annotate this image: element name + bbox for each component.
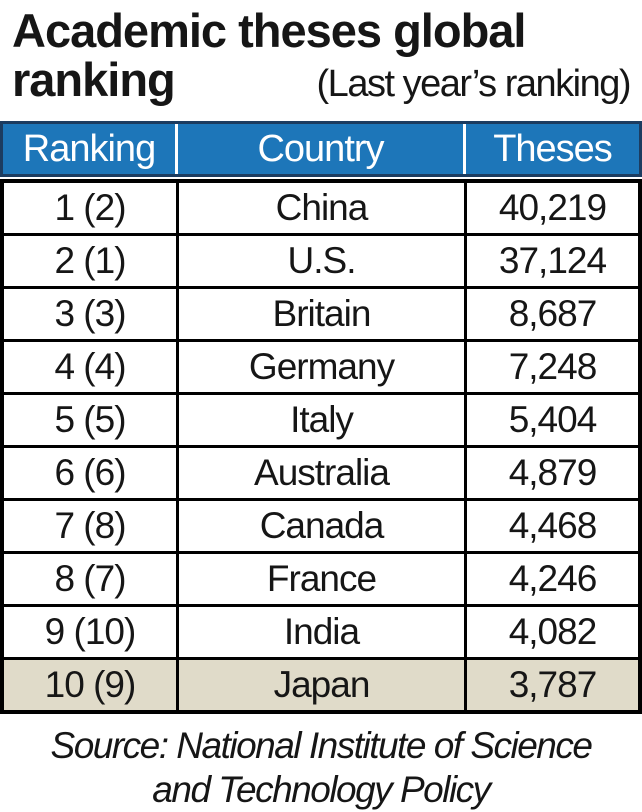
country-cell: Japan	[176, 660, 464, 710]
ranking-cell: 4 (4)	[54, 346, 126, 387]
column-header-theses: Theses	[463, 124, 639, 174]
theses-cell: 4,246	[464, 554, 638, 604]
source-line2: and Technology Policy	[152, 769, 491, 810]
page-title-line2-bold: ranking	[12, 53, 176, 106]
last-year-ranking-note: (Last year’s ranking)	[316, 63, 632, 105]
table-row: 5 (5) Italy 5,404	[4, 392, 638, 445]
country-cell: India	[176, 607, 464, 657]
table-row: 9 (10) India 4,082	[4, 604, 638, 657]
country-cell: Canada	[176, 501, 464, 551]
country-cell: Australia	[176, 448, 464, 498]
ranking-cell: 10 (9)	[44, 664, 137, 705]
table-row: 8 (7) France 4,246	[4, 551, 638, 604]
table-body: 1 (2) China 40,219 2 (1) U.S. 37,124 3 (…	[0, 179, 642, 714]
table-row: 10 (9) Japan 3,787	[4, 657, 638, 710]
ranking-cell: 9 (10)	[44, 611, 137, 652]
table-row: 7 (8) Canada 4,468	[4, 498, 638, 551]
title-block: Academic theses global ranking (Last yea…	[0, 0, 642, 108]
theses-cell: 7,248	[464, 342, 638, 392]
table-row: 3 (3) Britain 8,687	[4, 286, 638, 339]
theses-cell: 8,687	[464, 289, 638, 339]
ranking-cell: 6 (6)	[54, 452, 126, 493]
theses-cell: 40,219	[464, 183, 638, 233]
table-row: 2 (1) U.S. 37,124	[4, 233, 638, 286]
country-cell: France	[176, 554, 464, 604]
source-credit: Source: National Institute of Science an…	[0, 724, 642, 812]
source-line1: Source: National Institute of Science	[50, 725, 593, 766]
table-header-row: Ranking Country Theses	[0, 121, 642, 177]
country-cell: China	[176, 183, 464, 233]
column-header-country: Country	[175, 124, 463, 174]
ranking-cell: 7 (8)	[54, 505, 126, 546]
theses-cell: 37,124	[464, 236, 638, 286]
country-cell: U.S.	[176, 236, 464, 286]
ranking-cell: 2 (1)	[54, 240, 126, 281]
ranking-cell: 5 (5)	[54, 399, 126, 440]
theses-cell: 4,082	[464, 607, 638, 657]
table-row: 4 (4) Germany 7,248	[4, 339, 638, 392]
country-cell: Britain	[176, 289, 464, 339]
table-row: 1 (2) China 40,219	[4, 183, 638, 233]
country-cell: Germany	[176, 342, 464, 392]
theses-cell: 5,404	[464, 395, 638, 445]
page-title-line1: Academic theses global	[12, 4, 526, 57]
theses-cell: 4,468	[464, 501, 638, 551]
ranking-cell: 3 (3)	[54, 293, 126, 334]
ranking-cell: 8 (7)	[54, 558, 126, 599]
table-row: 6 (6) Australia 4,879	[4, 445, 638, 498]
column-header-ranking: Ranking	[22, 128, 156, 170]
theses-cell: 3,787	[464, 660, 638, 710]
country-cell: Italy	[176, 395, 464, 445]
ranking-cell: 1 (2)	[54, 187, 126, 228]
theses-cell: 4,879	[464, 448, 638, 498]
page-title-line2: ranking (Last year’s ranking)	[12, 56, 632, 108]
